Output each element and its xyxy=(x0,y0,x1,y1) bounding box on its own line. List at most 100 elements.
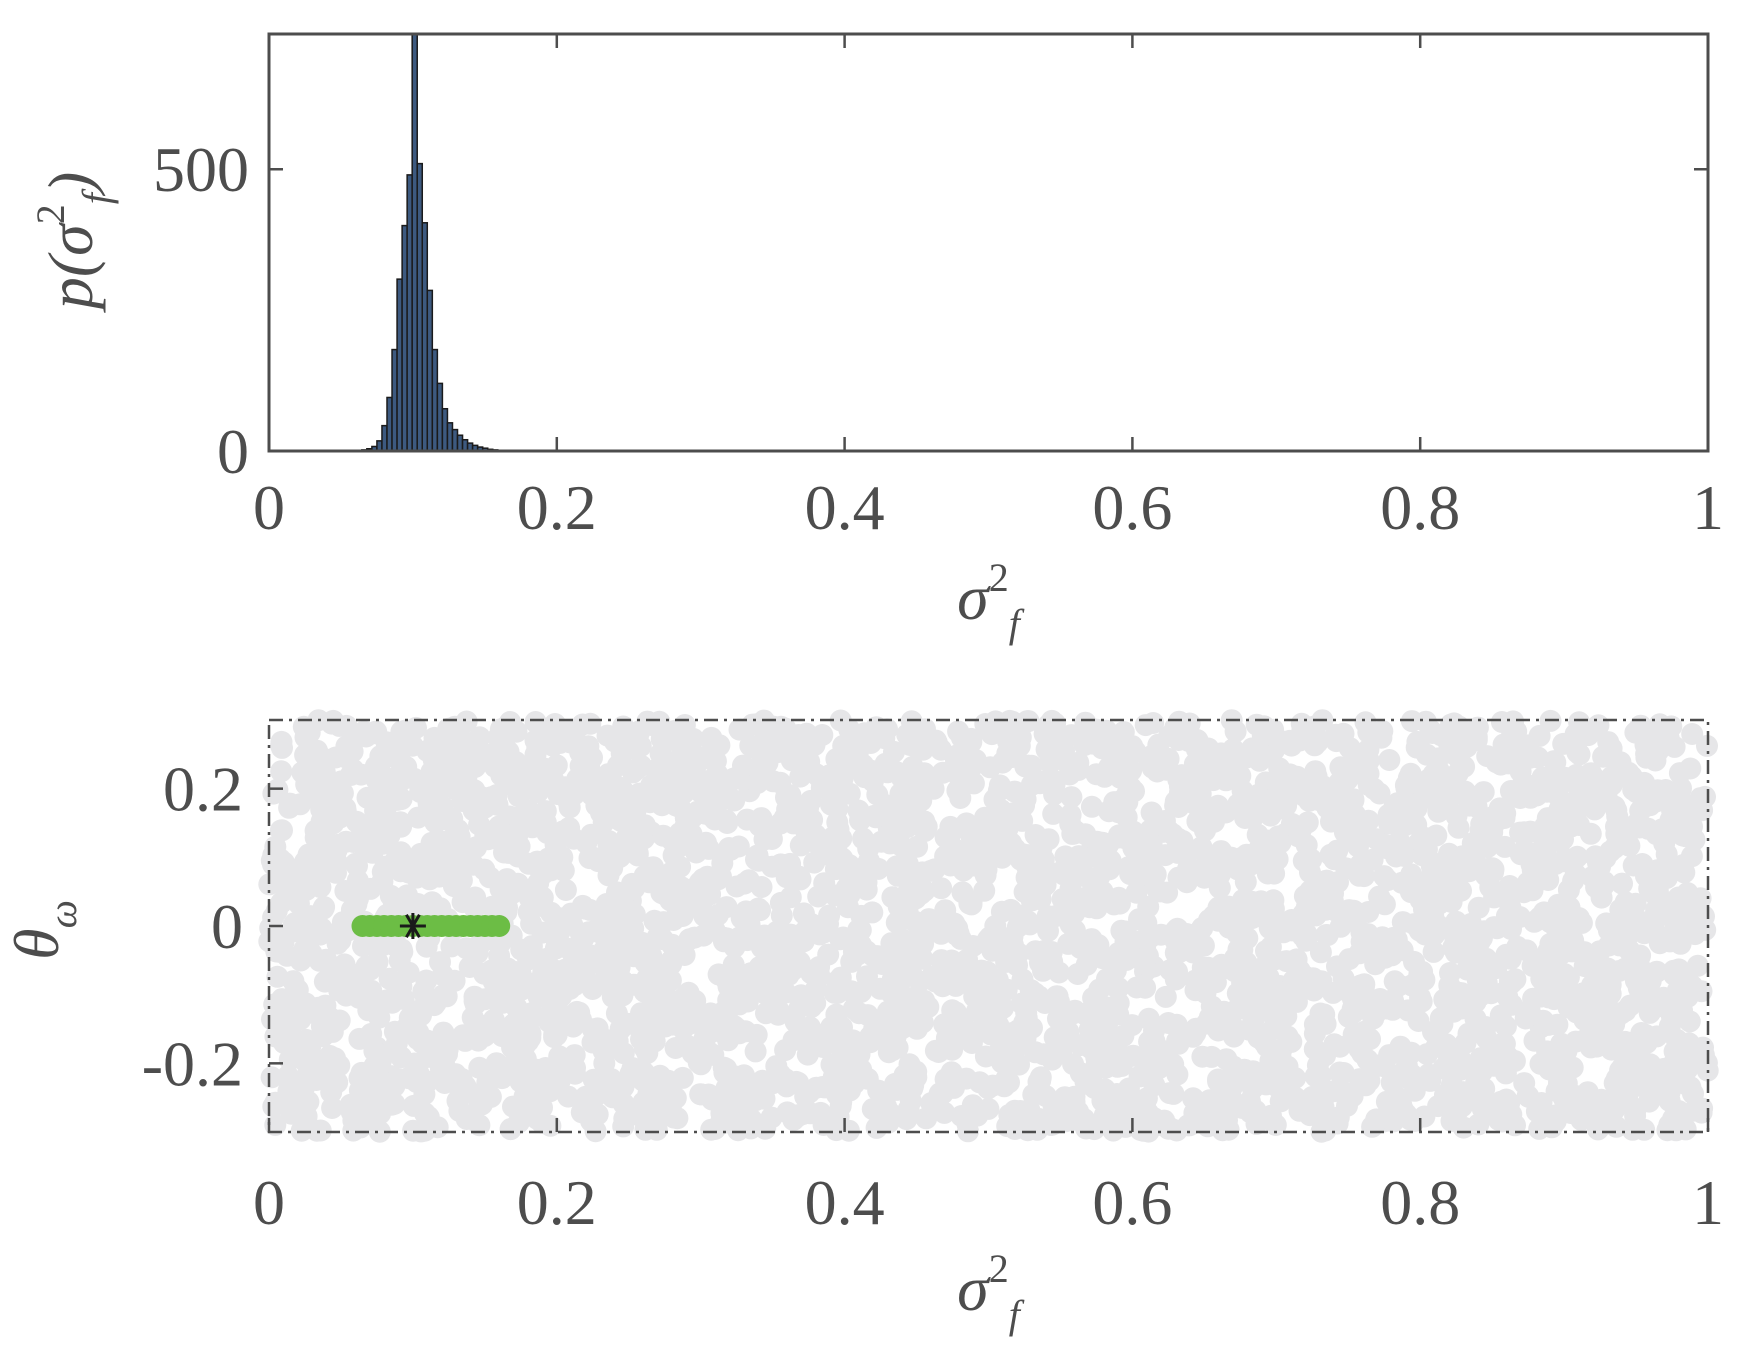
prior-sample-point xyxy=(640,774,663,797)
prior-sample-point xyxy=(768,932,791,955)
prior-sample-point xyxy=(1391,798,1414,821)
histogram-panel: 0 0.2 0.4 0.6 0.8 1 0 500 σ2f p(σ2f) xyxy=(28,32,1724,646)
prior-sample-point xyxy=(1696,734,1718,757)
prior-sample-point xyxy=(271,736,293,759)
prior-sample-point xyxy=(348,1079,371,1102)
x-tick-label: 0.2 xyxy=(517,1167,597,1238)
prior-sample-point xyxy=(1191,1045,1214,1068)
prior-sample-point xyxy=(1210,840,1233,863)
prior-sample-point xyxy=(1292,849,1315,872)
prior-sample-point xyxy=(450,1067,473,1090)
prior-sample-point xyxy=(395,1016,418,1039)
prior-sample-point xyxy=(649,742,672,765)
prior-sample-point xyxy=(885,855,908,878)
prior-sample-point xyxy=(1309,1064,1332,1087)
prior-sample-point xyxy=(706,903,729,926)
prior-sample-point xyxy=(996,742,1019,765)
prior-sample-point xyxy=(1370,992,1393,1015)
prior-sample-point xyxy=(691,782,714,805)
prior-sample-point xyxy=(461,1006,484,1029)
prior-sample-point xyxy=(491,991,514,1014)
prior-sample-point xyxy=(1439,962,1461,984)
prior-sample-point xyxy=(1348,1068,1371,1091)
prior-sample-point xyxy=(798,1081,821,1104)
prior-sample-point xyxy=(1427,759,1450,782)
prior-sample-point xyxy=(1585,958,1608,981)
prior-sample-point xyxy=(1348,1038,1371,1060)
prior-sample-point xyxy=(334,797,357,820)
prior-sample-point xyxy=(1614,935,1637,958)
prior-sample-point xyxy=(1492,1032,1515,1055)
prior-sample-point xyxy=(1539,932,1562,955)
prior-sample-point xyxy=(510,978,533,1001)
prior-sample-point xyxy=(564,729,587,751)
prior-sample-point xyxy=(1216,1109,1238,1132)
prior-sample-point xyxy=(1350,930,1373,953)
prior-sample-point xyxy=(1465,725,1488,748)
prior-sample-point xyxy=(820,1016,843,1039)
prior-sample-point xyxy=(542,734,564,757)
prior-sample-point xyxy=(784,807,807,830)
prior-sample-point xyxy=(1194,981,1217,1004)
prior-sample-point xyxy=(1513,838,1536,861)
prior-sample-point xyxy=(1140,801,1163,824)
prior-sample-point xyxy=(744,736,766,759)
prior-sample-point xyxy=(698,882,721,905)
prior-sample-point xyxy=(1587,1106,1610,1129)
prior-sample-point xyxy=(1552,732,1575,755)
prior-sample-point xyxy=(633,817,656,840)
prior-sample-point xyxy=(1409,986,1432,1009)
prior-sample-point xyxy=(466,938,489,961)
histogram-bar xyxy=(441,407,449,452)
prior-sample-point xyxy=(645,1009,668,1032)
prior-sample-point xyxy=(1475,971,1498,994)
prior-sample-point xyxy=(744,1040,767,1063)
histogram-bars xyxy=(361,33,504,452)
prior-sample-point xyxy=(1509,760,1532,783)
prior-sample-point xyxy=(1066,963,1089,985)
prior-sample-point xyxy=(1325,809,1348,832)
prior-sample-point xyxy=(265,899,288,922)
prior-sample-point xyxy=(735,900,757,923)
prior-sample-point xyxy=(1635,865,1657,888)
prior-sample-point xyxy=(861,770,884,793)
prior-sample-point xyxy=(1111,1048,1134,1071)
prior-sample-point xyxy=(594,1069,616,1092)
prior-sample-point xyxy=(669,855,692,878)
x-tick-label: 0.8 xyxy=(1380,1167,1460,1238)
prior-sample-point xyxy=(683,926,706,949)
prior-sample-point xyxy=(947,1069,970,1092)
prior-sample-point xyxy=(1134,976,1157,999)
prior-sample-point xyxy=(1574,721,1597,744)
prior-sample-point xyxy=(624,759,647,781)
prior-sample-point xyxy=(906,835,929,858)
prior-sample-point xyxy=(1388,974,1411,997)
prior-sample-point xyxy=(1467,896,1490,919)
prior-sample-point xyxy=(554,879,577,901)
prior-sample-point xyxy=(1080,1065,1103,1088)
prior-sample-point xyxy=(271,819,293,842)
prior-sample-point xyxy=(1450,982,1473,1005)
prior-sample-point xyxy=(1341,987,1364,1010)
prior-sample-point xyxy=(1452,1116,1475,1139)
prior-sample-point xyxy=(831,1068,854,1091)
prior-sample-point xyxy=(1184,1022,1207,1045)
prior-sample-point xyxy=(1624,1104,1647,1127)
prior-sample-point xyxy=(1429,1007,1452,1030)
prior-sample-point xyxy=(746,756,769,779)
prior-sample-point xyxy=(535,1078,557,1101)
prior-sample-point xyxy=(753,1087,776,1110)
prior-sample-point xyxy=(452,837,475,860)
prior-sample-point xyxy=(473,1024,496,1047)
prior-sample-point xyxy=(1409,888,1432,911)
prior-sample-point xyxy=(371,870,394,893)
prior-sample-point xyxy=(451,891,474,914)
prior-sample-point xyxy=(1136,944,1159,967)
prior-sample-point xyxy=(1338,899,1361,922)
prior-sample-point xyxy=(549,1015,572,1038)
prior-sample-point xyxy=(492,733,515,756)
prior-sample-point xyxy=(750,876,773,898)
prior-sample-point xyxy=(968,1071,991,1094)
prior-sample-point xyxy=(934,899,957,922)
prior-sample-point xyxy=(362,722,385,745)
